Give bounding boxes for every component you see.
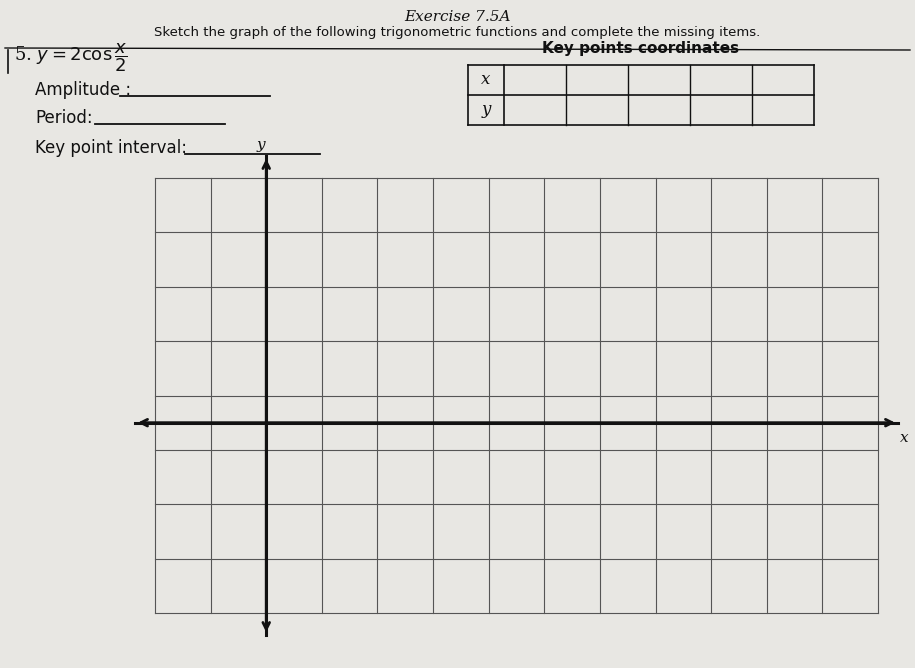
Text: x: x (481, 71, 490, 88)
Text: y: y (257, 138, 265, 152)
Text: Period:: Period: (35, 109, 92, 127)
Text: y: y (481, 102, 490, 118)
Text: x: x (900, 431, 909, 445)
Text: Amplitude :: Amplitude : (35, 81, 131, 99)
Text: Key point interval:: Key point interval: (35, 139, 187, 157)
Text: Sketch the graph of the following trigonometric functions and complete the missi: Sketch the graph of the following trigon… (154, 26, 760, 39)
Text: Key points coordinates: Key points coordinates (543, 41, 739, 57)
Text: 5. $y = 2\cos\dfrac{x}{2}$: 5. $y = 2\cos\dfrac{x}{2}$ (14, 41, 128, 74)
Text: Exercise 7.5A: Exercise 7.5A (404, 10, 511, 24)
